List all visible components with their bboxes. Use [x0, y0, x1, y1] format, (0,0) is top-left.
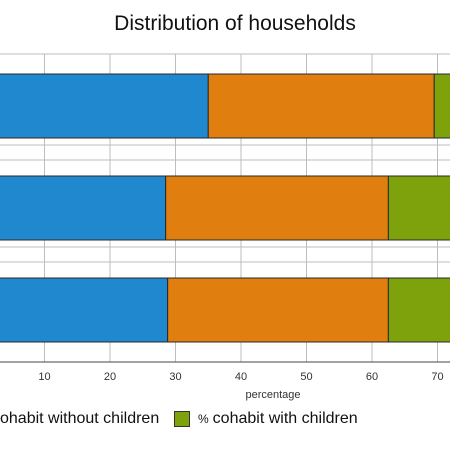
legend-percent-prefix: %	[198, 412, 209, 426]
bar-segment-series-3-row-1	[433, 73, 450, 139]
legend-label: cohabit with children	[212, 410, 358, 427]
bar-segment-series-2-row-3	[167, 277, 389, 343]
x-tick-label: 50	[300, 371, 312, 383]
chart-title: Distribution of households	[114, 12, 356, 35]
x-tick-label: 10	[38, 371, 50, 383]
bar-segment-series-2-row-2	[165, 175, 389, 241]
x-axis-label: percentage	[245, 389, 300, 401]
bar-segment-series-1-row-3	[0, 277, 169, 343]
x-tick-label: 60	[366, 371, 378, 383]
x-tick-label: 70	[431, 371, 443, 383]
legend-swatch	[174, 411, 190, 427]
bar-segment-series-2-row-1	[207, 73, 435, 139]
x-tick-label: 30	[169, 371, 181, 383]
legend-label: cohabit without children	[0, 410, 160, 427]
bar-segment-series-1-row-2	[0, 175, 167, 241]
bar-segment-series-1-row-1	[0, 73, 209, 139]
x-tick-label: 20	[104, 371, 116, 383]
x-tick-label: 40	[235, 371, 247, 383]
legend: cohabit without children % cohabit with …	[0, 410, 450, 434]
bar-segment-series-3-row-3	[387, 277, 450, 343]
legend-item-cohabit-with-children: % cohabit with children	[174, 410, 358, 428]
bar-segment-series-3-row-2	[387, 175, 450, 241]
legend-item-cohabit-without-children: cohabit without children	[0, 410, 159, 428]
